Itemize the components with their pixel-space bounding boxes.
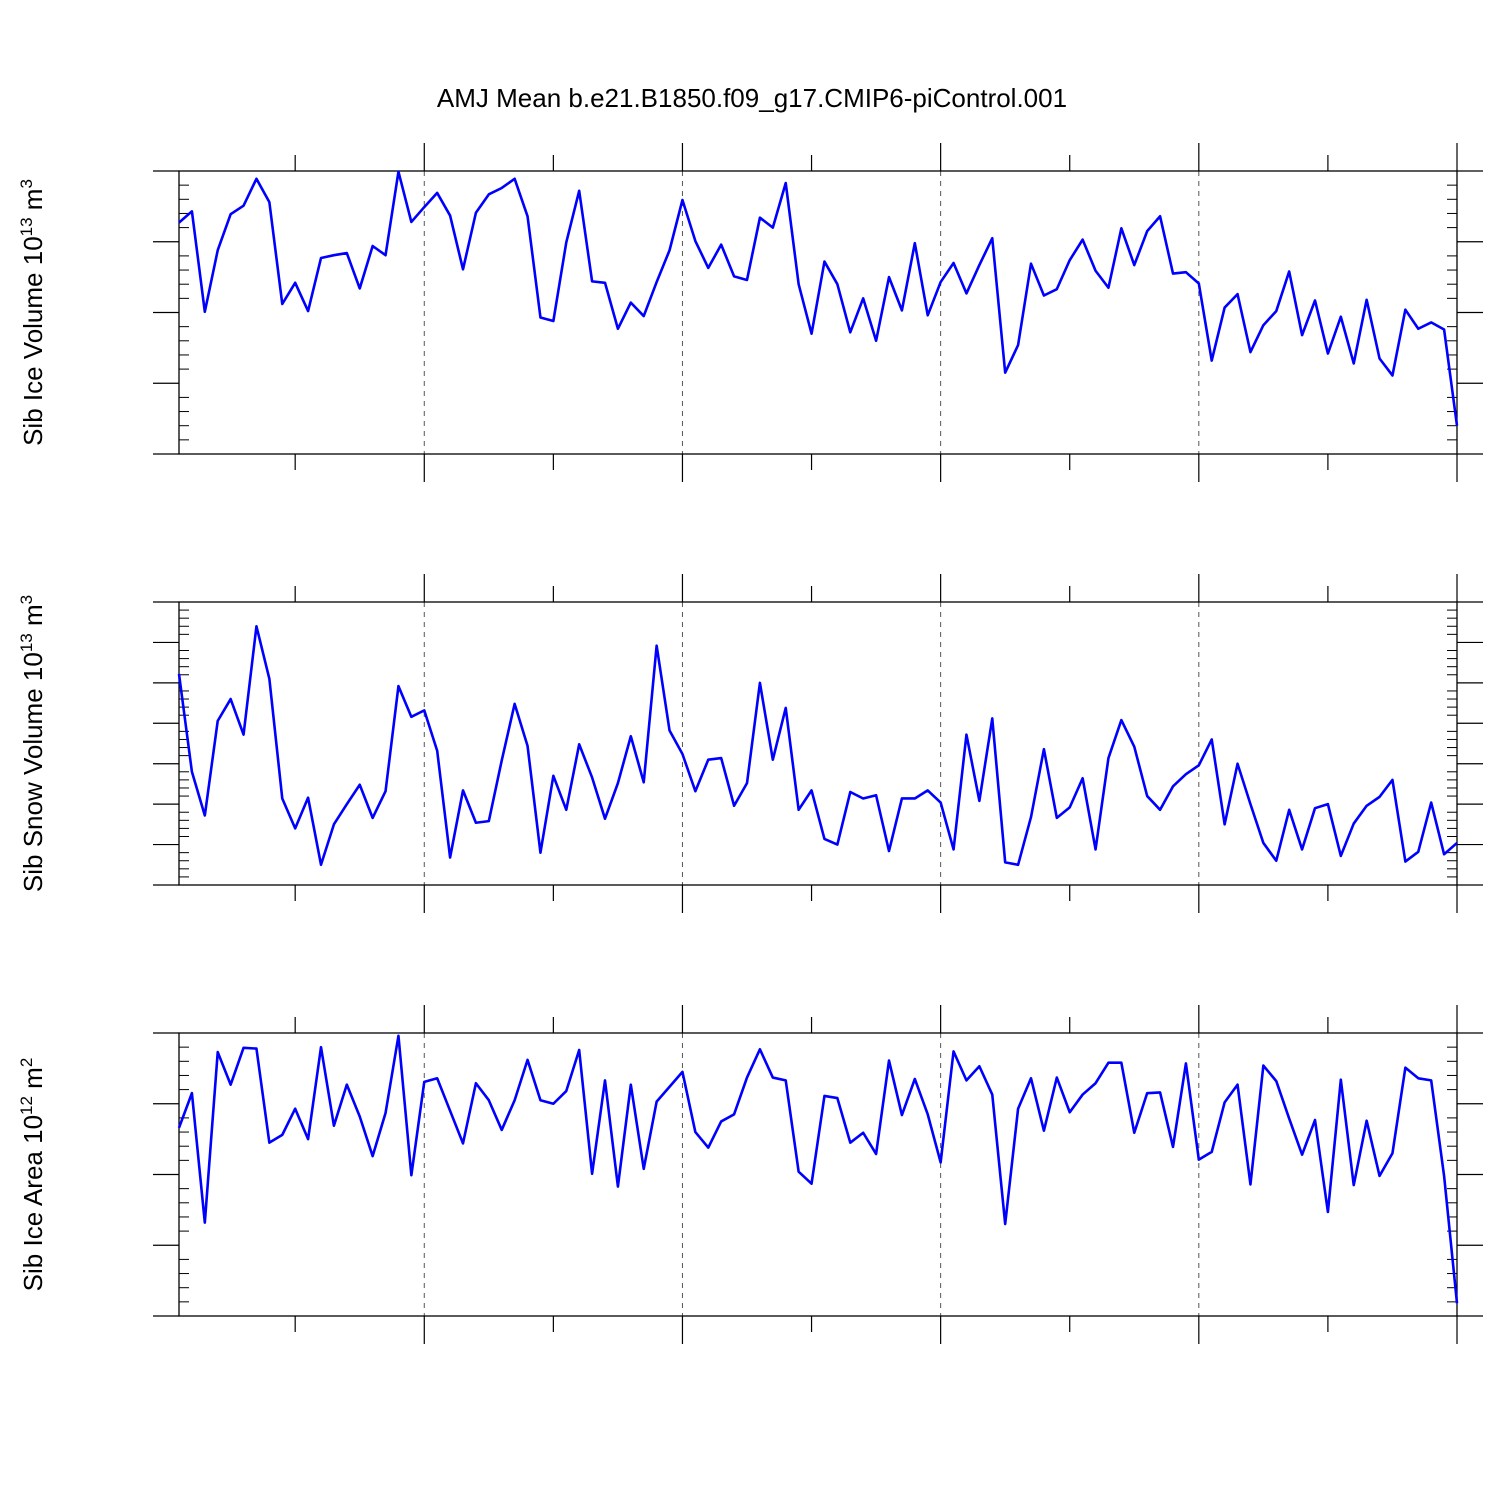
series-line bbox=[177, 1034, 1459, 1304]
y-axis-label-part: m bbox=[18, 1067, 48, 1096]
plot-frame bbox=[178, 170, 1458, 455]
y-axis-label-part: m bbox=[18, 189, 48, 218]
y-axis-label: Sib Snow Volume 1013 m3 bbox=[17, 595, 48, 892]
series-line bbox=[178, 170, 1459, 426]
panel-1: Sib Ice Volume 1013 m3 bbox=[17, 143, 1483, 482]
figure-title: AMJ Mean b.e21.B1850.f09_g17.CMIP6-piCon… bbox=[437, 83, 1067, 113]
y-axis-label: Sib Ice Volume 1013 m3 bbox=[17, 179, 48, 446]
plot-frame bbox=[178, 601, 1458, 886]
y-axis-label-part: 3 bbox=[17, 595, 36, 604]
y-axis-label-part: Sib Snow Volume 10 bbox=[18, 652, 48, 892]
panel-3: Sib Ice Area 1012 m2 bbox=[17, 1005, 1483, 1344]
y-axis-label-part: 2 bbox=[17, 1058, 36, 1067]
y-axis-label-part: 3 bbox=[17, 179, 36, 188]
y-axis-label-part: m bbox=[18, 604, 48, 633]
y-axis-label: Sib Ice Area 1012 m2 bbox=[17, 1058, 48, 1292]
panel-2: Sib Snow Volume 1013 m3 bbox=[17, 574, 1483, 913]
y-axis-label-part: 13 bbox=[17, 633, 36, 652]
plot-frame bbox=[178, 1032, 1458, 1317]
y-axis-label-part: Sib Ice Volume 10 bbox=[18, 236, 48, 446]
series-line bbox=[177, 624, 1458, 867]
y-axis-label-part: 12 bbox=[17, 1096, 36, 1115]
y-axis-label-part: Sib Ice Area 10 bbox=[18, 1115, 48, 1291]
y-axis-label-part: 13 bbox=[17, 217, 36, 236]
